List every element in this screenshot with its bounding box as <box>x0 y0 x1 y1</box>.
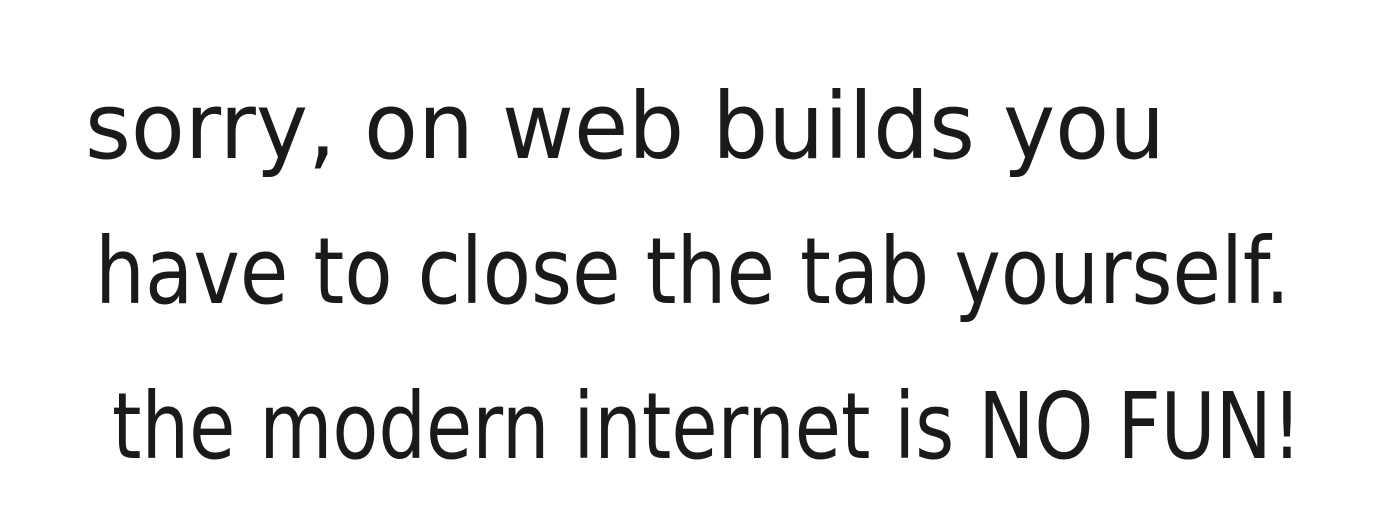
note-line: the modern internet is NO FUN! <box>112 373 1302 480</box>
note-line: have to close the tab yourself. <box>95 218 1290 325</box>
note-line: sorry, on web builds you <box>85 73 1165 180</box>
